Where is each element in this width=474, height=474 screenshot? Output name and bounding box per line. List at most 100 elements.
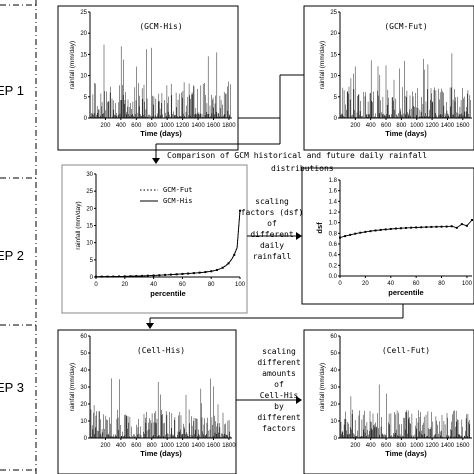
panel-title: (GCM-Fut): [384, 22, 427, 31]
y-tick-label: 30: [330, 385, 337, 391]
y-tick-label: 30: [86, 172, 93, 178]
x-tick-label: 80: [438, 281, 445, 287]
x-tick-label: 80: [208, 282, 215, 288]
x-tick-label: 1000: [410, 123, 424, 129]
x-tick-label: 100: [235, 282, 246, 288]
y-tick-label: 1.6: [329, 189, 338, 195]
y-tick-label: 10: [86, 241, 93, 247]
cdf-point: [146, 274, 149, 277]
x-tick-label: 60: [413, 281, 420, 287]
x-axis-label: Time (days): [140, 129, 182, 138]
dsf-point: [450, 225, 453, 228]
scaling-factors-line: scaling: [255, 197, 289, 206]
cdf-point: [169, 273, 172, 276]
dsf-point: [349, 233, 352, 236]
cdf-point: [192, 272, 195, 275]
cell-fut-frame: [303, 329, 474, 474]
y-tick-label: 0.4: [329, 253, 338, 259]
step-2-label: EP 2: [0, 248, 24, 263]
x-tick-label: 200: [350, 443, 361, 449]
y-tick-label: 60: [80, 334, 87, 340]
x-tick-label: 1200: [176, 123, 190, 129]
x-tick-label: 1600: [207, 123, 221, 129]
cdf-frame: [61, 164, 248, 314]
dsf-point: [440, 225, 443, 228]
dsf-point: [465, 224, 468, 227]
cdf-point: [198, 271, 201, 274]
x-tick-label: 600: [381, 443, 392, 449]
x-tick-label: 1800: [222, 443, 236, 449]
x-tick-label: 1600: [456, 443, 470, 449]
y-tick-label: 15: [86, 224, 93, 230]
cdf-chart: 0 5 10 15 20 25 30 0 20 40 60 80 100 GCM-Fut GCM-His pe…: [75, 172, 246, 298]
dsf-point: [344, 235, 347, 238]
dsf-point: [374, 229, 377, 232]
x-tick-label: 20: [362, 281, 369, 287]
scaling-factors-line: different: [250, 230, 294, 239]
cdf-point: [239, 209, 241, 212]
y-tick-label: 1.0: [329, 221, 338, 227]
x-tick-label: 800: [147, 123, 158, 129]
scaling-amounts-line: Cell-His: [260, 391, 299, 400]
gcm-his-chart: 0 5 10 15 20 25 200 400 600 800 1000 1200 1400 1600 18…: [69, 10, 236, 138]
dsf-point: [384, 228, 387, 231]
cdf-point: [135, 275, 138, 278]
scaling-amounts-line: different: [257, 413, 301, 422]
scaling-amounts-line: amounts: [262, 369, 296, 378]
y-tick-label: 40: [330, 368, 337, 374]
x-tick-label: 1400: [441, 443, 455, 449]
dsf-point: [389, 227, 392, 230]
x-tick-label: 1400: [441, 123, 455, 129]
scaling-amounts-line: by: [274, 402, 284, 411]
comparison-text-line2: distributions: [271, 164, 334, 173]
cdf-point: [227, 262, 230, 265]
y-tick-label: 10: [80, 419, 87, 425]
y-tick-label: 10: [330, 419, 337, 425]
comparison-text-line1: Comparison of GCM historical and future …: [167, 151, 427, 160]
connectors: [149, 74, 404, 401]
y-axis-label: rainfall (mm/day): [319, 41, 326, 89]
x-tick-label: 0: [94, 282, 98, 288]
y-tick-label: 20: [330, 402, 337, 408]
cdf-point: [95, 275, 97, 278]
y-tick-label: 0.6: [329, 242, 338, 248]
y-tick-label: 0: [334, 116, 338, 122]
x-tick-label: 400: [366, 123, 377, 129]
x-tick-label: 800: [147, 443, 158, 449]
gcm-fut-frame: [303, 5, 474, 151]
y-tick-label: 0.2: [329, 263, 338, 269]
dsf-point: [405, 226, 407, 229]
y-tick-label: 50: [330, 351, 337, 357]
x-tick-label: 1000: [160, 123, 174, 129]
cell-fut-chart: 0 10 20 30 40 50 60 200 400 600 800 1000 1200 1400 160…: [319, 334, 472, 458]
panel-title: (Cell-His): [137, 346, 185, 355]
scaling-factors-line: daily: [260, 241, 284, 250]
x-tick-label: 200: [100, 123, 111, 129]
rainfall-series-line: [90, 378, 231, 438]
x-tick-label: 1800: [222, 123, 236, 129]
cdf-point: [215, 268, 218, 271]
x-tick-label: 200: [100, 443, 111, 449]
cdf-point: [118, 275, 121, 278]
x-tick-label: 60: [179, 282, 186, 288]
y-tick-label: 0: [84, 436, 88, 442]
dsf-point: [379, 228, 382, 231]
y-tick-label: 20: [330, 31, 337, 37]
x-axis-label: percentile: [150, 289, 185, 298]
cdf-point: [112, 275, 115, 278]
y-tick-label: 5: [84, 95, 88, 101]
y-tick-label: 60: [330, 334, 337, 340]
cdf-point: [129, 275, 132, 278]
cdf-point: [164, 273, 167, 276]
x-axis-label: Time (days): [140, 449, 182, 458]
y-tick-label: 25: [86, 189, 93, 195]
x-tick-label: 1400: [191, 443, 205, 449]
cdf-point: [233, 253, 236, 256]
x-tick-label: 200: [350, 123, 361, 129]
x-tick-label: 20: [121, 282, 128, 288]
dsf-point: [425, 226, 428, 229]
dsf-point: [364, 230, 367, 233]
scaling-amounts-annotation: scaling different amounts of Cell-His by diffe…: [257, 347, 301, 433]
